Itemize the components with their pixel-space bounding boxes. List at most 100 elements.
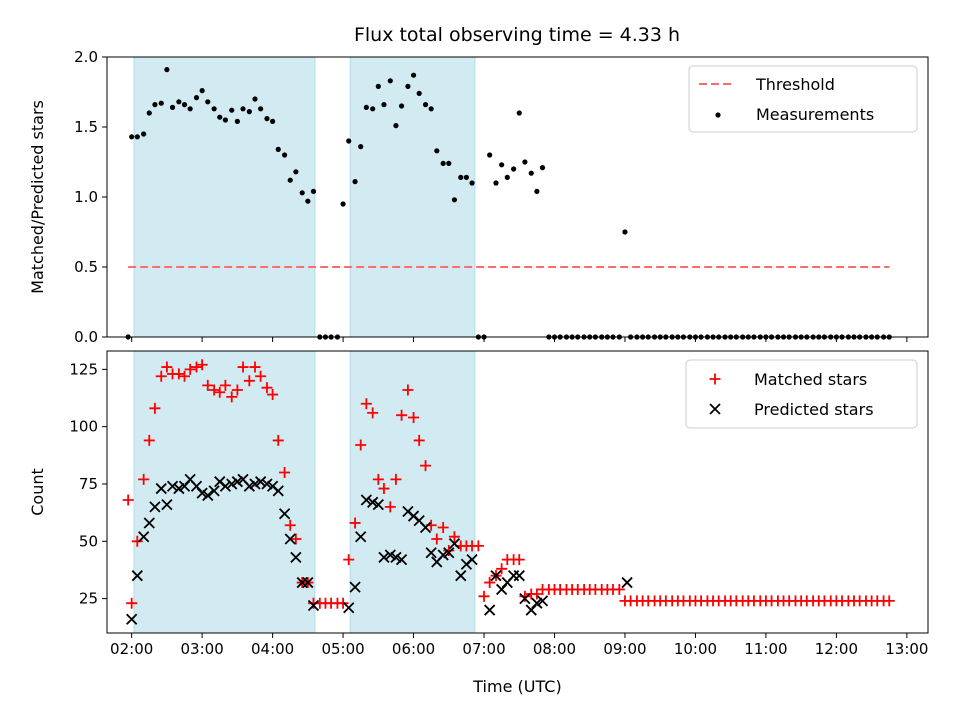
measurement-point: [264, 116, 270, 122]
matched-star-point: [255, 370, 267, 382]
measurement-point: [193, 95, 200, 101]
measurement-point: [410, 72, 417, 78]
measurement-point: [469, 180, 475, 186]
predicted-star-point: [302, 576, 314, 589]
matched-star-point: [249, 361, 261, 373]
legend-predicted-swatch: [709, 403, 721, 415]
matched-star-point: [196, 359, 208, 371]
predicted-star-point: [307, 599, 320, 612]
matched-star-point: [138, 473, 150, 485]
predicted-star-point: [484, 604, 496, 616]
y-axis-label: Matched/Predicted stars: [28, 100, 47, 294]
y-tick-label: 0.0: [74, 328, 98, 346]
predicted-star-point: [290, 551, 302, 563]
legend-predicted-label: Predicted stars: [754, 400, 874, 419]
measurement-point: [534, 188, 540, 194]
matched-star-point: [143, 434, 155, 446]
measurement-point: [487, 152, 493, 158]
matched-star-point: [272, 434, 284, 446]
legend-measurements-swatch: [715, 112, 721, 118]
predicted-star-point: [272, 485, 284, 497]
matched-star-point: [431, 533, 443, 545]
measurement-point: [340, 201, 346, 207]
matched-star-point: [231, 384, 243, 396]
legend-measurements-label: Measurements: [756, 105, 874, 124]
predicted-star-point: [254, 476, 267, 488]
measurement-point: [158, 100, 164, 106]
y-tick-label: 0.5: [74, 258, 98, 276]
predicted-star-point: [155, 482, 167, 495]
matched-star-point: [402, 384, 414, 396]
matched-star-point: [496, 563, 508, 575]
matched-star-point: [202, 379, 214, 391]
measurement-point: [287, 177, 293, 183]
measurement-point: [504, 174, 510, 180]
measurement-point: [387, 78, 393, 84]
predicted-star-point: [490, 570, 502, 582]
matched-star-point: [390, 473, 402, 485]
matched-star-point: [349, 517, 361, 529]
matched-star-point: [155, 370, 167, 382]
measurement-point: [393, 123, 399, 129]
predicted-star-point: [507, 570, 520, 582]
predicted-star-point: [455, 570, 467, 582]
measurement-point: [217, 114, 223, 120]
measurement-point: [229, 107, 235, 113]
predicted-star-point: [355, 531, 367, 543]
x-tick-label: 09:00: [603, 640, 646, 658]
y-tick-label: 25: [79, 590, 98, 608]
legend-threshold-label: Threshold: [755, 75, 835, 94]
measurement-point: [164, 67, 170, 73]
matched-star-point: [161, 361, 173, 373]
matched-star-point: [883, 595, 895, 607]
predicted-star-point: [143, 517, 155, 529]
x-tick-label: 05:00: [321, 640, 364, 658]
predicted-star-point: [149, 501, 161, 513]
measurement-point: [187, 106, 193, 112]
measurement-point: [222, 117, 228, 123]
measurement-point: [141, 131, 147, 137]
measurement-point: [446, 160, 452, 166]
matched-star-point: [613, 583, 625, 595]
measurement-point: [405, 83, 411, 89]
measurement-point: [458, 174, 464, 180]
matched-star-point: [191, 361, 202, 373]
measurement-point: [258, 106, 264, 112]
predicted-star-point: [166, 480, 179, 492]
measurement-point: [499, 162, 505, 168]
observing-span-1: [133, 350, 316, 634]
predicted-star-point: [513, 570, 525, 582]
matched-star-point: [179, 370, 191, 382]
predicted-star-point: [378, 551, 390, 563]
x-tick-label: 10:00: [674, 640, 717, 658]
measurement-point: [176, 99, 182, 105]
measurement-point: [428, 106, 434, 112]
bottom-panel-counts: 02:00 03:00 04:00 05:00 06:00 07:00 08:00 09:00…: [28, 350, 929, 696]
measurement-point: [451, 197, 458, 203]
measurement-point: [181, 102, 188, 108]
x-tick-label: 12:00: [815, 640, 858, 658]
measurement-point: [234, 118, 240, 124]
predicted-star-point: [208, 485, 220, 497]
matched-star-point: [149, 402, 161, 414]
measurement-point: [211, 106, 217, 112]
measurement-point: [199, 88, 205, 94]
y-tick-label: 75: [79, 475, 98, 493]
measurement-point: [440, 160, 446, 166]
measurement-point: [434, 148, 440, 154]
matched-star-point: [443, 544, 455, 556]
top-panel-ratio: 0.0 0.5 1.0 1.5 2.0 Matched/Predicted stars Th…: [28, 48, 929, 346]
x-tick-label: 08:00: [533, 640, 576, 658]
measurement-point: [305, 198, 311, 204]
matched-star-point: [243, 375, 255, 387]
measurement-point: [622, 229, 628, 235]
predicted-star-point: [219, 480, 232, 492]
matched-star-point: [290, 533, 302, 545]
matched-star-point: [219, 379, 231, 391]
matched-star-point: [408, 411, 420, 423]
predicted-star-point: [621, 576, 633, 589]
y-tick-label: 1.0: [74, 188, 98, 206]
measurement-point: [275, 146, 281, 152]
predicted-star-point: [519, 592, 531, 605]
predicted-star-point: [349, 581, 361, 593]
